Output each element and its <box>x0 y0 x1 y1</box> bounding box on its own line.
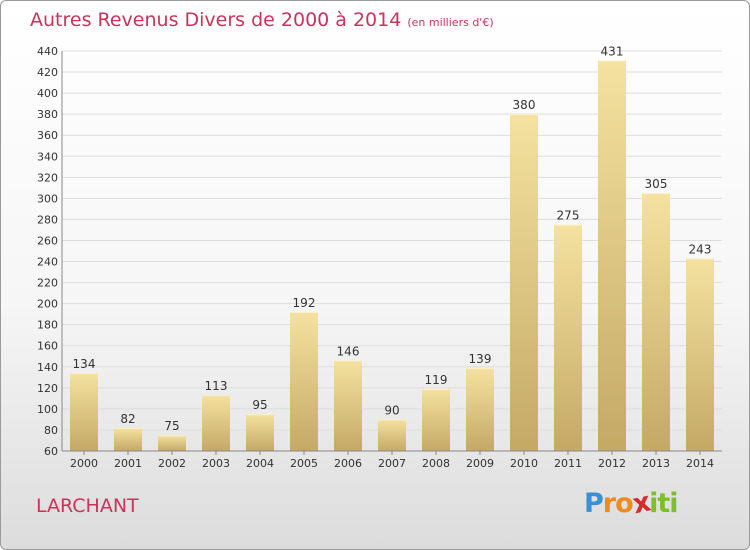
bar-2004 <box>246 414 274 451</box>
x-tick-label: 2009 <box>466 457 494 470</box>
y-tick-label: 100 <box>37 403 58 416</box>
bar-2000 <box>70 373 98 451</box>
data-label: 431 <box>601 44 624 58</box>
data-label: 146 <box>337 344 360 358</box>
bar-2012 <box>598 60 626 451</box>
bar-2007 <box>378 419 406 451</box>
bar-2005 <box>290 312 318 451</box>
y-tick-label: 220 <box>37 277 58 290</box>
bar-2013 <box>642 193 670 451</box>
data-label: 95 <box>252 398 267 412</box>
x-tick-label: 2008 <box>422 457 450 470</box>
data-label: 243 <box>689 242 712 256</box>
data-label: 90 <box>384 403 399 417</box>
data-label: 82 <box>120 412 135 426</box>
data-label: 139 <box>469 352 492 366</box>
y-tick-label: 80 <box>44 424 58 437</box>
bar-2001 <box>114 427 142 451</box>
bar-2014 <box>686 258 714 451</box>
x-tick-label: 2006 <box>334 457 362 470</box>
y-tick-label: 60 <box>44 445 58 458</box>
x-tick-label: 2014 <box>686 457 714 470</box>
logo-letter: o <box>615 488 634 519</box>
y-tick-label: 180 <box>37 319 58 332</box>
x-tick-label: 2000 <box>70 457 98 470</box>
y-tick-label: 440 <box>37 45 58 58</box>
x-tick-label: 2004 <box>246 457 274 470</box>
y-tick-label: 240 <box>37 256 58 269</box>
bar-2003 <box>202 395 230 451</box>
data-label: 192 <box>293 296 316 310</box>
x-tick-label: 2010 <box>510 457 538 470</box>
x-tick-label: 2002 <box>158 457 186 470</box>
y-tick-label: 300 <box>37 192 58 205</box>
bar-2006 <box>334 360 362 451</box>
bar-2010 <box>510 114 538 451</box>
y-tick-label: 380 <box>37 108 58 121</box>
x-tick-label: 2013 <box>642 457 670 470</box>
bar-2011 <box>554 224 582 451</box>
y-tick-label: 420 <box>37 66 58 79</box>
data-label: 305 <box>645 177 668 191</box>
logo-letter: P <box>584 488 604 519</box>
logo-letter: r <box>602 488 616 519</box>
data-label: 275 <box>557 209 580 223</box>
x-tick-label: 2005 <box>290 457 318 470</box>
x-tick-label: 2007 <box>378 457 406 470</box>
logo-letter: i <box>649 488 658 519</box>
chart-title-main: Autres Revenus Divers de 2000 à 2014 <box>30 9 402 31</box>
y-tick-label: 320 <box>37 171 58 184</box>
y-tick-label: 200 <box>37 298 58 311</box>
data-label: 134 <box>73 357 96 371</box>
data-label: 75 <box>164 419 179 433</box>
bar-2009 <box>466 367 494 451</box>
data-label: 119 <box>425 373 448 387</box>
y-tick-label: 140 <box>37 361 58 374</box>
x-tick-label: 2003 <box>202 457 230 470</box>
bar-2002 <box>158 435 186 451</box>
y-tick-label: 160 <box>37 340 58 353</box>
town-name: LARCHANT <box>36 495 139 517</box>
bar-layer: 134 82 75 113 95 192 146 90 119 139 380 275 431 305 24… <box>70 44 714 451</box>
y-tick-label: 260 <box>37 234 58 247</box>
y-tick-label: 280 <box>37 213 58 226</box>
logo-letter: i <box>669 488 678 519</box>
x-tick-label: 2012 <box>598 457 626 470</box>
proxiti-logo: Proxiti <box>584 487 679 521</box>
data-label: 113 <box>205 379 228 393</box>
x-tick-label: 2011 <box>554 457 582 470</box>
y-tick-label: 340 <box>37 150 58 163</box>
y-tick-label: 400 <box>37 87 58 100</box>
logo-letter: t <box>657 488 670 519</box>
axis-layer: 60 80 100 120 140 160 180 200 220 240 260 280 300 320… <box>37 45 722 470</box>
data-label: 380 <box>513 98 536 112</box>
bar-2008 <box>422 388 450 451</box>
x-tick-label: 2001 <box>114 457 142 470</box>
y-tick-label: 120 <box>37 382 58 395</box>
chart-title-unit: (en milliers d'€) <box>407 16 494 29</box>
y-tick-label: 360 <box>37 129 58 142</box>
chart-title: Autres Revenus Divers de 2000 à 2014 (en … <box>30 9 494 31</box>
